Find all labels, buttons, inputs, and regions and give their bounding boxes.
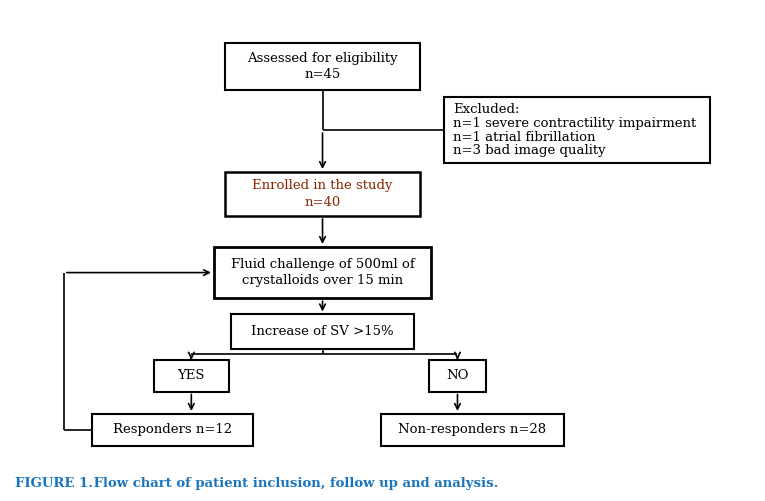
Bar — [381, 414, 565, 446]
Text: n=3 bad image quality: n=3 bad image quality — [454, 144, 606, 157]
Bar — [214, 247, 431, 299]
Bar — [225, 172, 420, 216]
Text: Fluid challenge of 500ml of: Fluid challenge of 500ml of — [231, 258, 415, 271]
Bar — [231, 314, 415, 349]
Text: n=1 severe contractility impairment: n=1 severe contractility impairment — [454, 117, 697, 130]
Text: Assessed for eligibility: Assessed for eligibility — [247, 52, 398, 65]
Bar — [429, 360, 486, 392]
Text: Excluded:: Excluded: — [454, 103, 520, 116]
Bar — [92, 414, 253, 446]
Text: Flow chart of patient inclusion, follow up and analysis.: Flow chart of patient inclusion, follow … — [89, 477, 498, 490]
Text: n=40: n=40 — [304, 195, 340, 208]
Text: NO: NO — [446, 369, 469, 382]
Text: Enrolled in the study: Enrolled in the study — [252, 179, 392, 192]
Text: n=45: n=45 — [304, 68, 340, 81]
Bar — [154, 360, 229, 392]
Text: Non-responders n=28: Non-responders n=28 — [399, 423, 546, 436]
Text: n=1 atrial fibrillation: n=1 atrial fibrillation — [454, 131, 596, 144]
Bar — [225, 43, 420, 90]
Text: YES: YES — [177, 369, 205, 382]
Text: Increase of SV >15%: Increase of SV >15% — [251, 325, 394, 338]
Text: Responders n=12: Responders n=12 — [113, 423, 232, 436]
Bar — [444, 97, 711, 163]
Text: FIGURE 1.: FIGURE 1. — [15, 477, 93, 490]
Text: crystalloids over 15 min: crystalloids over 15 min — [242, 274, 403, 287]
